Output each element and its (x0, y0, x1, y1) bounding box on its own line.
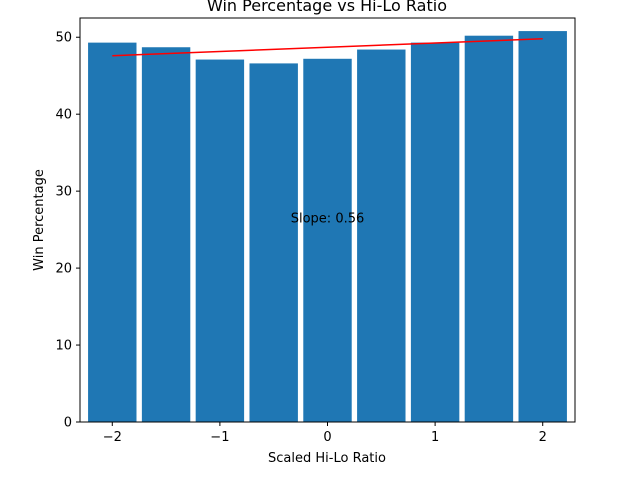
trendline-group (112, 38, 543, 57)
bar (141, 47, 191, 422)
bar (88, 42, 137, 423)
x-tick-label: 1 (431, 430, 439, 445)
y-tick-label: 0 (64, 416, 72, 431)
bars-group (88, 31, 567, 423)
x-tick-label: −1 (210, 430, 229, 445)
x-tick-label: −2 (103, 430, 122, 445)
slope-annotation: Slope: 0.56 (291, 212, 365, 227)
y-tick-label: 20 (55, 262, 72, 277)
y-ticks-group: 0 10 20 30 40 50 (55, 31, 80, 431)
y-tick-label: 10 (55, 339, 72, 354)
bar (464, 35, 514, 423)
bar (410, 42, 460, 423)
y-tick-label: 50 (55, 31, 72, 46)
chart-title: Win Percentage vs Hi-Lo Ratio (207, 0, 447, 15)
y-tick-label: 30 (55, 185, 72, 200)
x-axis-label: Scaled Hi-Lo Ratio (268, 451, 386, 466)
trend-line (112, 38, 543, 57)
y-axis-label: Win Percentage (32, 169, 47, 271)
bar (518, 31, 567, 422)
x-ticks-group: −2 −1 0 1 2 (103, 422, 547, 445)
bar (357, 49, 406, 422)
bar (195, 59, 245, 422)
x-tick-label: 0 (323, 430, 331, 445)
x-tick-label: 2 (539, 430, 547, 445)
bar (249, 63, 298, 422)
y-tick-label: 40 (55, 108, 72, 123)
bar (303, 58, 352, 423)
